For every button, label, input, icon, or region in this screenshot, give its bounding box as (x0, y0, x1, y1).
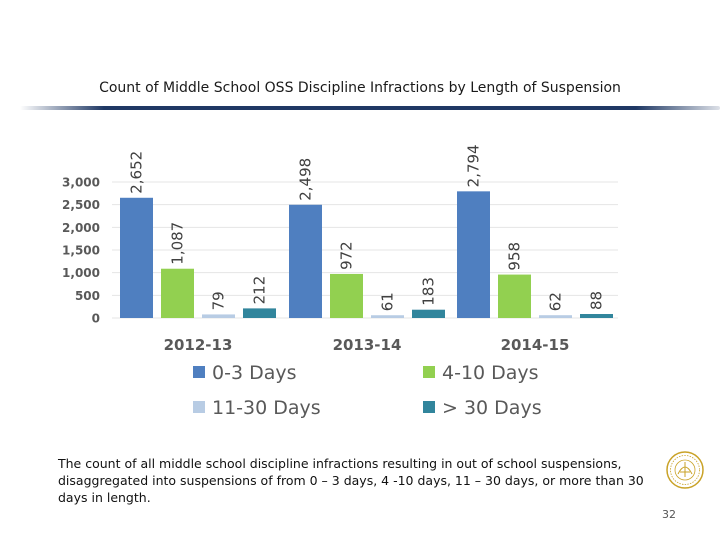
data-label: 2,794 (465, 144, 483, 187)
y-tick-label: 1,500 (62, 244, 100, 258)
y-tick-label: 2,000 (62, 221, 100, 235)
data-label: 1,087 (169, 222, 187, 265)
y-tick-label: 1,000 (62, 266, 100, 280)
y-tick-label: 500 (75, 289, 100, 303)
y-tick-label: 2,500 (62, 198, 100, 212)
data-label: 183 (420, 277, 438, 306)
category-label: 2012-13 (164, 336, 233, 354)
y-tick-label: 3,000 (62, 176, 100, 190)
district-seal-icon (666, 451, 704, 489)
data-label: 958 (506, 242, 524, 271)
data-label: 88 (588, 291, 606, 310)
slide-title: Count of Middle School OSS Discipline In… (99, 80, 621, 96)
legend-label: 0-3 Days (212, 362, 297, 384)
page-number: 32 (662, 508, 676, 521)
bar (243, 308, 276, 318)
legend-label: > 30 Days (442, 397, 542, 419)
bar (330, 273, 363, 318)
bar (498, 274, 531, 318)
bar (412, 309, 445, 318)
bar (457, 191, 490, 318)
bar (202, 314, 235, 318)
data-label: 972 (338, 241, 356, 270)
data-label: 212 (251, 276, 269, 305)
slide-caption: The count of all middle school disciplin… (58, 456, 644, 505)
bar (580, 314, 613, 318)
legend-swatch (193, 366, 205, 378)
legend-label: 11-30 Days (212, 397, 321, 419)
legend-label: 4-10 Days (442, 362, 539, 384)
data-label: 2,652 (128, 151, 146, 194)
title-divider (20, 106, 720, 110)
chart: 0 500 1,000 1,500 2,000 2,500 3,000 2,652 1,087 7… (62, 144, 618, 419)
legend-swatch (193, 401, 205, 413)
data-label: 2,498 (297, 158, 315, 201)
bar (539, 315, 572, 318)
bar (371, 315, 404, 318)
y-tick-label: 0 (92, 312, 100, 326)
legend-swatch (423, 401, 435, 413)
data-label: 62 (547, 292, 565, 311)
category-label: 2013-14 (333, 336, 402, 354)
legend-swatch (423, 366, 435, 378)
data-label: 61 (379, 292, 397, 311)
data-label: 79 (210, 291, 228, 310)
bar (120, 197, 153, 318)
bar (161, 268, 194, 318)
category-label: 2014-15 (501, 336, 570, 354)
bar (289, 204, 322, 318)
